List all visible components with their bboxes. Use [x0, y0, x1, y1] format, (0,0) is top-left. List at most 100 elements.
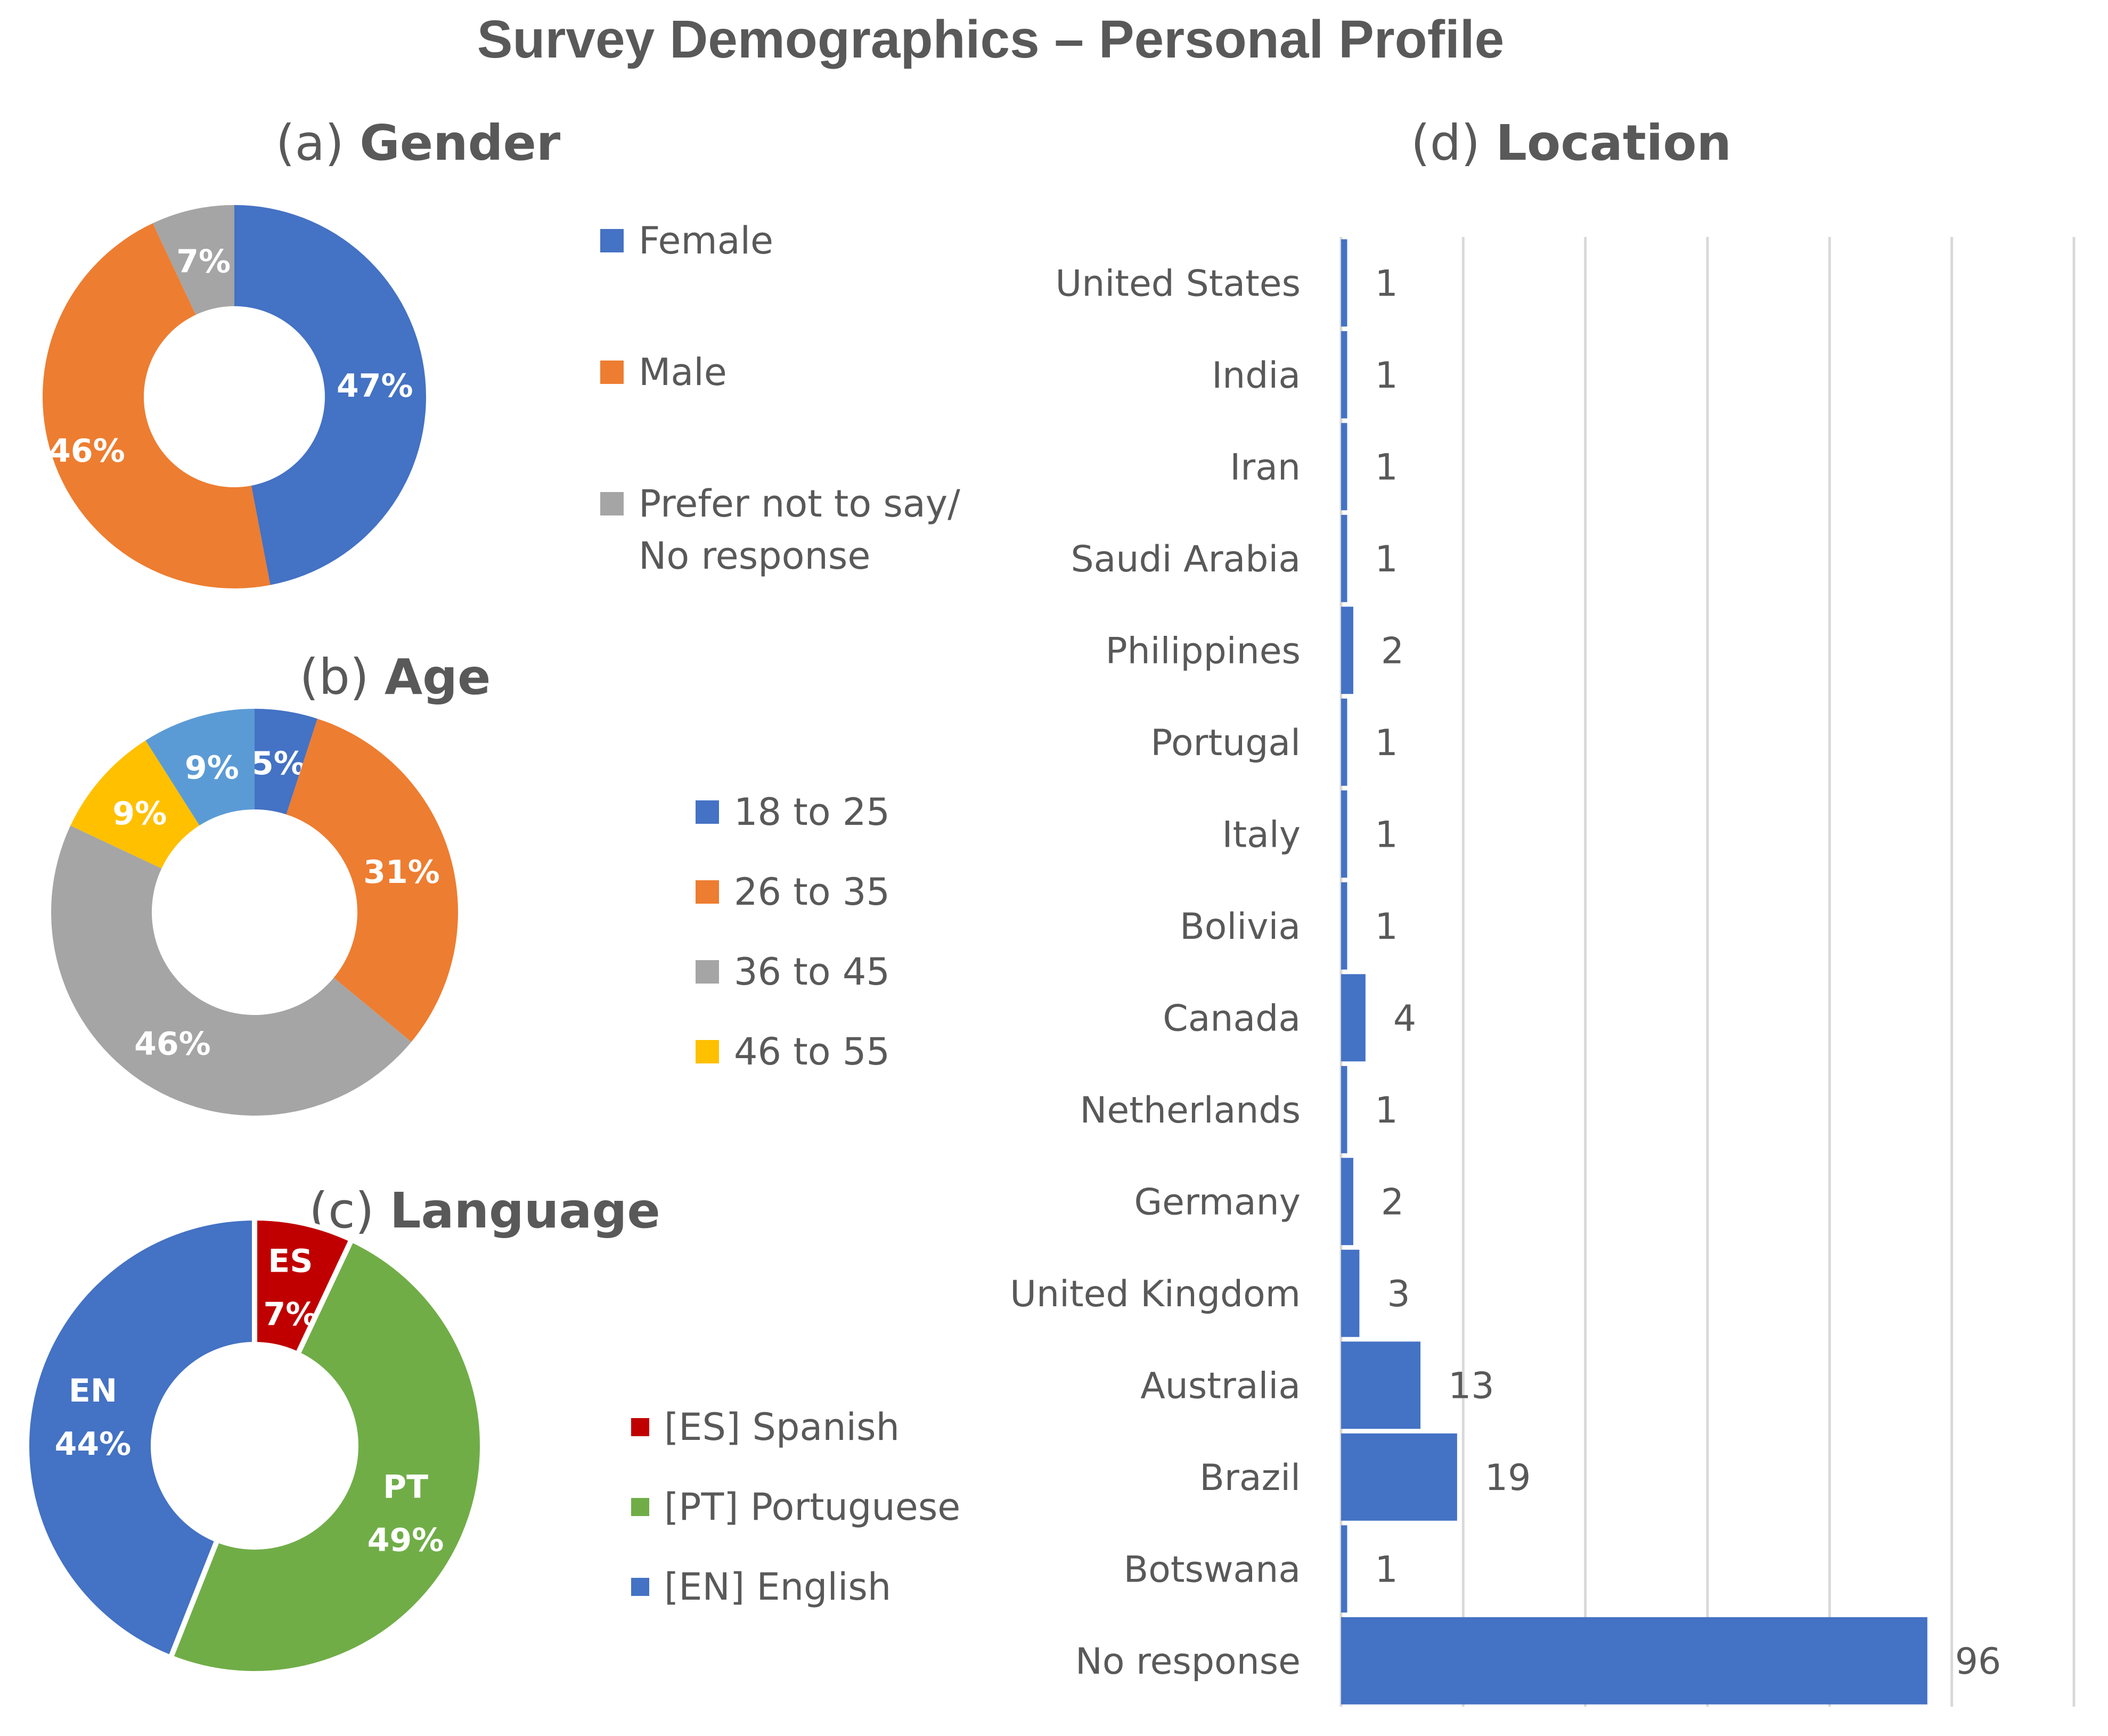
location-bar-brazil — [1341, 1433, 1457, 1521]
location-bar-united-kingdom — [1341, 1249, 1360, 1337]
location-value-label-botswana: 1 — [1375, 1549, 1398, 1591]
location-category-label-germany: Germany — [1134, 1181, 1301, 1223]
location-category-label-botswana: Botswana — [1124, 1549, 1301, 1591]
age-slice-46-to-55 — [70, 740, 200, 869]
location-category-label-saudi-arabia: Saudi Arabia — [1071, 538, 1301, 580]
language-legend-swatch-1 — [631, 1498, 649, 1516]
language-legend-swatch-2 — [631, 1578, 649, 1596]
language-slice-code-en: EN — [69, 1372, 117, 1410]
age-legend-swatch-0 — [696, 800, 719, 824]
age-slice-percent-4: 9% — [185, 749, 239, 787]
language-slice-en — [24, 1215, 257, 1661]
location-value-label-no-response: 96 — [1955, 1641, 2001, 1683]
language-slice-pt — [167, 1236, 485, 1676]
gender-slice-male — [42, 223, 271, 588]
age-legend-label-0: 18 to 25 — [734, 790, 890, 834]
language-slice-code-es: ES — [268, 1242, 313, 1280]
location-category-label-portugal: Portugal — [1150, 722, 1301, 764]
gender-legend-swatch-0 — [600, 229, 624, 252]
figure-title: Survey Demographics – Personal Profile — [477, 10, 1505, 69]
age-slice-36-to-45 — [51, 825, 412, 1116]
location-category-label-united-states: United States — [1056, 263, 1301, 305]
location-value-label-italy: 1 — [1375, 814, 1398, 856]
age-legend-swatch-1 — [696, 880, 719, 904]
location-bar-chart: (d) Location United States 1 India 1 Iran 1 Sa… — [1010, 114, 2076, 1707]
location-value-label-united-states: 1 — [1375, 263, 1398, 305]
age-slice-percent-0: 5% — [251, 745, 306, 782]
age-slice-slice-4 — [145, 709, 255, 826]
location-bar-united-states — [1341, 239, 1347, 327]
location-bar-philippines — [1341, 607, 1353, 694]
location-value-label-iran: 1 — [1375, 446, 1398, 488]
location-category-label-canada: Canada — [1163, 997, 1301, 1039]
location-bar-india — [1341, 331, 1347, 419]
gender-slice-female — [234, 205, 427, 585]
language-chart-title: (c) Language — [309, 1182, 660, 1239]
location-bar-canada — [1341, 974, 1366, 1062]
location-category-label-brazil: Brazil — [1199, 1457, 1301, 1499]
gender-slice-prefer-not-to-say-no-response — [152, 205, 234, 315]
language-slice-code-pt: PT — [383, 1469, 428, 1506]
age-slice-18-to-25 — [255, 709, 318, 815]
location-category-label-no-response: No response — [1075, 1641, 1301, 1683]
location-category-label-australia: Australia — [1140, 1365, 1301, 1407]
location-value-label-portugal: 1 — [1375, 722, 1398, 764]
location-bar-portugal — [1341, 698, 1347, 786]
language-legend-swatch-0 — [631, 1418, 649, 1436]
language-legend-label-1: [PT] Portuguese — [664, 1485, 960, 1529]
age-slice-26-to-35 — [286, 718, 459, 1042]
location-category-label-united-kingdom: United Kingdom — [1010, 1273, 1301, 1315]
location-value-label-australia: 13 — [1448, 1365, 1494, 1407]
language-legend-label-2: [EN] English — [664, 1565, 891, 1609]
location-bar-germany — [1341, 1158, 1353, 1246]
location-bar-bolivia — [1341, 882, 1347, 970]
age-legend-label-1: 26 to 35 — [734, 870, 890, 914]
location-category-label-india: India — [1212, 355, 1301, 397]
location-category-label-bolivia: Bolivia — [1180, 906, 1301, 948]
language-slice-percent-en: 44% — [55, 1426, 132, 1463]
age-legend-label-2: 36 to 45 — [734, 950, 890, 994]
gender-chart-title: (a) Gender — [276, 114, 561, 171]
gender-legend-label-1: Male — [639, 350, 727, 394]
age-chart-title: (b) Age — [300, 649, 491, 706]
gender-legend-label-2-line-0: Prefer not to say/ — [639, 482, 960, 526]
location-bar-italy — [1341, 790, 1347, 878]
location-value-label-germany: 2 — [1381, 1181, 1404, 1223]
location-bar-australia — [1341, 1341, 1421, 1429]
gender-legend-swatch-1 — [600, 361, 624, 384]
gender-legend-label-0: Female — [639, 219, 773, 263]
gender-legend-label-2-line-1: No response — [639, 534, 870, 578]
age-slice-percent-1: 31% — [363, 854, 440, 891]
location-bar-saudi-arabia — [1341, 514, 1347, 602]
location-value-label-brazil: 19 — [1485, 1457, 1531, 1499]
gender-donut-chart: (a) Gender 47% 46% 7% Female Male Prefer not… — [42, 114, 960, 588]
location-bar-iran — [1341, 423, 1347, 511]
age-slice-percent-3: 9% — [112, 795, 167, 832]
age-legend-swatch-2 — [696, 960, 719, 984]
location-value-label-philippines: 2 — [1381, 630, 1404, 672]
location-value-label-canada: 4 — [1393, 997, 1416, 1039]
location-value-label-india: 1 — [1375, 355, 1398, 397]
location-value-label-united-kingdom: 3 — [1387, 1273, 1410, 1315]
gender-slice-percent-0: 47% — [337, 367, 413, 405]
age-donut-chart: (b) Age 5% 31% 46% 9% 9% 18 to 25 26 to 35 36 … — [51, 649, 890, 1116]
gender-slice-percent-1: 46% — [48, 432, 125, 470]
location-category-label-italy: Italy — [1222, 814, 1301, 856]
age-legend-label-3: 46 to 55 — [734, 1030, 890, 1074]
age-legend-swatch-3 — [696, 1040, 719, 1063]
location-category-label-philippines: Philippines — [1106, 630, 1301, 672]
language-slice-percent-pt: 49% — [367, 1522, 444, 1559]
location-value-label-netherlands: 1 — [1375, 1090, 1398, 1132]
location-value-label-saudi-arabia: 1 — [1375, 538, 1398, 580]
age-slice-percent-2: 46% — [134, 1026, 211, 1063]
location-value-label-bolivia: 1 — [1375, 906, 1398, 948]
location-bar-no-response — [1341, 1617, 1927, 1705]
location-bar-botswana — [1341, 1525, 1347, 1613]
language-legend-label-0: [ES] Spanish — [664, 1405, 900, 1449]
location-chart-title: (d) Location — [1411, 114, 1731, 171]
location-bar-netherlands — [1341, 1066, 1347, 1153]
gender-legend-swatch-2 — [600, 492, 624, 515]
location-category-label-netherlands: Netherlands — [1080, 1090, 1301, 1132]
